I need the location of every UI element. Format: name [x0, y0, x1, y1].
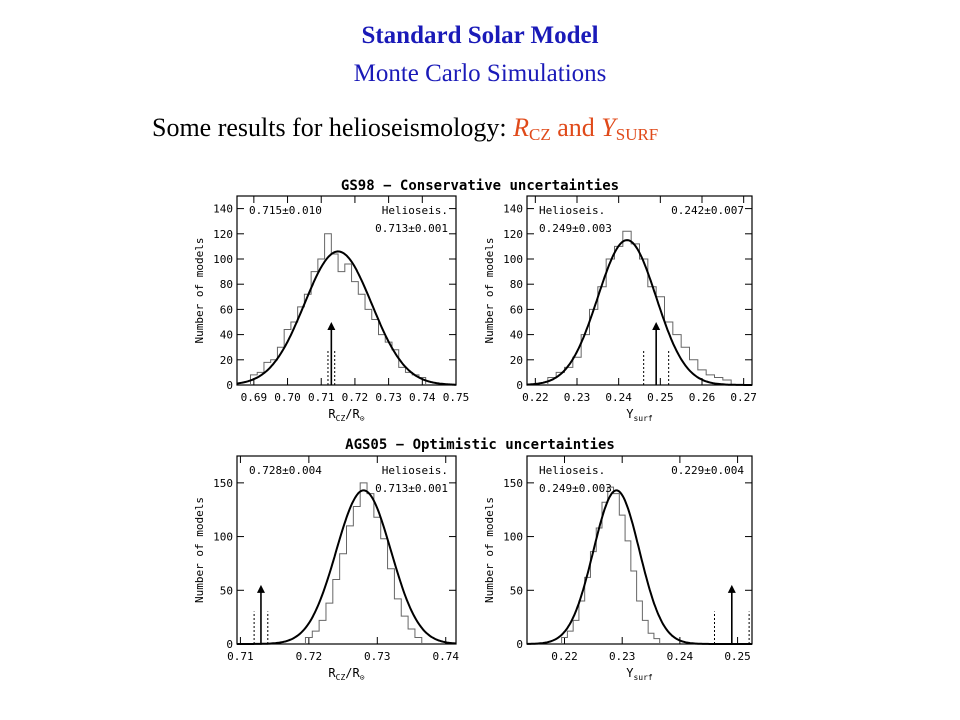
y-tick-label: 120: [213, 228, 233, 241]
page-title: Standard Solar Model: [361, 22, 599, 49]
y-tick-label: 0: [226, 638, 233, 651]
chart-panel-4: 0.22 0.23 0.24 0.25 0 50 100 150 Number of model…: [483, 455, 753, 682]
chart-panel-2: 0.22 0.23 0.24 0.25 0.26 0.27 0 20 40 60 80 100 120 1…: [483, 195, 757, 423]
y-tick-label: 0: [226, 379, 233, 392]
caption-prefix: Some results for helioseismology:: [152, 113, 507, 142]
y-tick-label: 50: [510, 584, 523, 597]
y-tick-label: 50: [220, 584, 233, 597]
x-axis-label: Ysurf: [626, 407, 653, 423]
y-tick-label: 0: [516, 638, 523, 651]
x-tick-label: 0.73: [375, 391, 402, 404]
gaussian-fit-curve: [526, 239, 752, 386]
histogram-steps: [304, 482, 423, 644]
x-tick-label: 0.25: [724, 650, 751, 663]
x-tick-label: 0.71: [308, 391, 335, 404]
helioseis-arrowhead: [652, 322, 661, 330]
caption-and: and: [557, 113, 595, 142]
y-tick-label: 100: [503, 531, 523, 544]
x-tick-label: 0.25: [647, 391, 674, 404]
y-tick-label: 100: [213, 253, 233, 266]
section-title-gs98: GS98 − Conservative uncertainties: [341, 178, 619, 194]
page-subtitle: Monte Carlo Simulations: [353, 60, 607, 87]
annotation-text: Helioseis.: [539, 204, 605, 217]
annotation-text: 0.249±0.003: [539, 222, 612, 235]
plot-frame: [526, 195, 753, 386]
y-axis-label: Number of models: [483, 238, 496, 344]
y-tick-label: 150: [503, 477, 523, 490]
x-tick-label: 0.22: [551, 650, 578, 663]
y-tick-label: 40: [220, 329, 233, 342]
caption: Some results for helioseismology: RCZ an…: [152, 113, 658, 145]
helioseis-arrowhead: [256, 584, 265, 593]
plot-frame: [236, 195, 457, 386]
x-tick-label: 0.74: [432, 650, 459, 663]
annotation-text: 0.713±0.001: [375, 222, 448, 235]
annotation-text: 0.242±0.007: [671, 204, 744, 217]
y-tick-label: 120: [503, 228, 523, 241]
annotation-text: 0.229±0.004: [671, 464, 744, 477]
caption-var-rcz: RCZ: [513, 113, 551, 144]
annotation-text: Helioseis.: [382, 204, 448, 217]
x-tick-label: 0.26: [689, 391, 716, 404]
gaussian-fit-curve: [236, 250, 456, 386]
y-tick-label: 60: [510, 303, 523, 316]
x-tick-label: 0.74: [409, 391, 436, 404]
y-tick-label: 100: [503, 253, 523, 266]
y-tick-label: 140: [503, 203, 523, 216]
y-tick-label: 40: [510, 329, 523, 342]
x-tick-label: 0.69: [241, 391, 268, 404]
y-tick-label: 20: [220, 354, 233, 367]
x-tick-label: 0.72: [342, 391, 369, 404]
x-axis-label: RCZ/R⊙: [328, 666, 364, 682]
annotation-text: 0.715±0.010: [249, 204, 322, 217]
x-tick-label: 0.27: [730, 391, 757, 404]
chart-panel-1: 0.69 0.70 0.71 0.72 0.73 0.74 0.75 0 20 40 60 80 100…: [193, 195, 470, 423]
x-axis-label: Ysurf: [626, 666, 653, 682]
x-tick-label: 0.22: [522, 391, 549, 404]
annotation-text: Helioseis.: [539, 464, 605, 477]
histogram-steps: [249, 233, 427, 385]
section-title-ags05: AGS05 − Optimistic uncertainties: [345, 437, 615, 453]
annotation-text: 0.728±0.004: [249, 464, 322, 477]
x-tick-label: 0.71: [227, 650, 254, 663]
y-tick-label: 60: [220, 303, 233, 316]
y-tick-label: 0: [516, 379, 523, 392]
x-tick-label: 0.70: [274, 391, 301, 404]
helioseis-arrowhead: [727, 584, 736, 593]
x-tick-label: 0.23: [564, 391, 591, 404]
annotation-text: 0.713±0.001: [375, 482, 448, 495]
x-tick-label: 0.72: [296, 650, 323, 663]
y-tick-label: 20: [510, 354, 523, 367]
y-tick-label: 100: [213, 531, 233, 544]
x-tick-label: 0.75: [443, 391, 470, 404]
y-axis-label: Number of models: [193, 238, 206, 344]
x-tick-label: 0.24: [667, 650, 694, 663]
plot-frame: [236, 455, 457, 645]
x-axis-label: RCZ/R⊙: [328, 407, 364, 423]
caption-var-ysurf: YSURF: [601, 113, 659, 144]
annotation-text: Helioseis.: [382, 464, 448, 477]
gaussian-fit-curve: [237, 489, 457, 645]
gaussian-fit-curve: [527, 489, 752, 645]
x-tick-label: 0.24: [605, 391, 632, 404]
x-tick-label: 0.23: [609, 650, 636, 663]
y-tick-label: 150: [213, 477, 233, 490]
y-axis-label: Number of models: [193, 497, 206, 603]
plot-frame: [526, 455, 753, 645]
histogram-steps: [561, 486, 661, 644]
y-axis-label: Number of models: [483, 497, 496, 603]
y-tick-label: 80: [510, 278, 523, 291]
chart-panel-3: 0.71 0.72 0.73 0.74 0 50 100 150 Number of model…: [193, 455, 459, 682]
helioseis-arrowhead: [327, 322, 336, 330]
annotation-text: 0.249±0.003: [539, 482, 612, 495]
y-tick-label: 140: [213, 203, 233, 216]
y-tick-label: 80: [220, 278, 233, 291]
x-tick-label: 0.73: [364, 650, 391, 663]
